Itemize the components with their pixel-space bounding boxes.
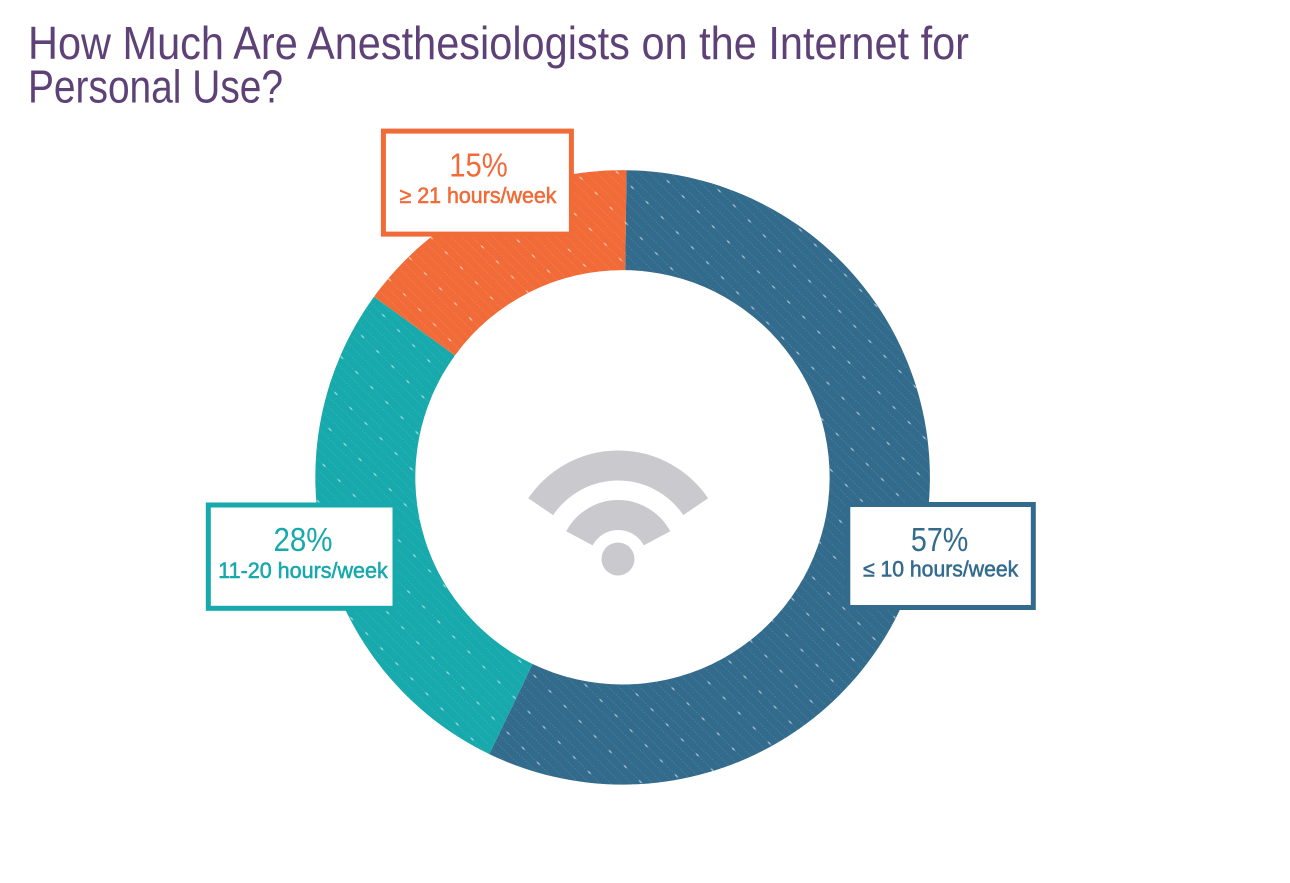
svg-text:≤ 10 hours/week: ≤ 10 hours/week xyxy=(863,557,1019,582)
svg-text:28%: 28% xyxy=(274,521,333,558)
svg-text:How Much Are Anesthesiologists: How Much Are Anesthesiologists on the In… xyxy=(28,17,969,69)
svg-text:≥ 21 hours/week: ≥ 21 hours/week xyxy=(400,183,558,208)
svg-text:Personal Use?: Personal Use? xyxy=(28,60,283,112)
svg-text:11-20 hours/week: 11-20 hours/week xyxy=(218,558,388,583)
svg-text:57%: 57% xyxy=(911,521,969,558)
svg-text:15%: 15% xyxy=(449,146,508,183)
